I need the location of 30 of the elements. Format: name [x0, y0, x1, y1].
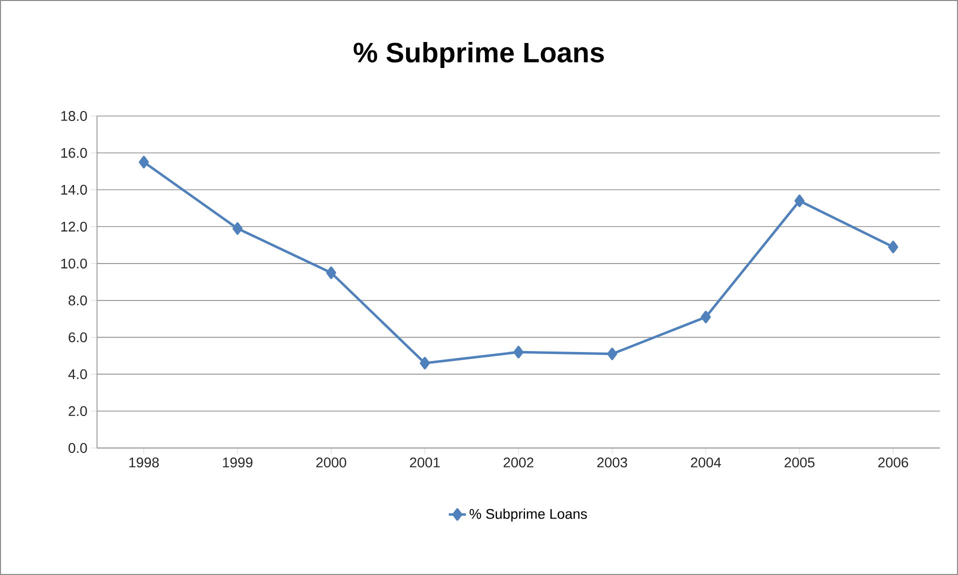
x-tick-label: 2005 — [784, 458, 814, 468]
point — [794, 194, 804, 208]
x-tick-label: 2001 — [410, 458, 440, 468]
y-tick-label: 0.0 — [68, 443, 87, 453]
x-tick-label: 2002 — [504, 458, 534, 468]
point — [700, 310, 711, 324]
point — [607, 348, 618, 360]
y-tick-label: 16.0 — [61, 148, 87, 158]
point — [888, 240, 898, 254]
y-tick-label: 2.0 — [68, 406, 87, 416]
x-tick-label: 2003 — [597, 458, 628, 468]
y-tick-label: 8.0 — [68, 295, 87, 306]
y-tick-label: 10.0 — [61, 258, 87, 269]
x-tick-label: 1999 — [223, 458, 252, 468]
point — [420, 356, 430, 370]
y-tick-label: 4.0 — [68, 369, 87, 380]
y-tick-label: 14.0 — [61, 184, 87, 195]
chart-title: % Subprime Loans — [354, 42, 604, 68]
legend-label: % Subprime Loans — [470, 508, 587, 522]
x-tick-label: 2006 — [878, 458, 908, 468]
y-tick-label: 12.0 — [61, 222, 87, 232]
x-tick-label: 2000 — [316, 458, 346, 468]
x-tick-label: 1998 — [129, 458, 159, 468]
y-tick-label: 18.0 — [61, 111, 87, 121]
x-tick-label: 2004 — [690, 458, 721, 468]
y-tick-label: 6.0 — [68, 332, 87, 342]
point — [138, 156, 149, 168]
point — [514, 346, 524, 358]
point — [326, 266, 336, 280]
point — [232, 222, 243, 235]
